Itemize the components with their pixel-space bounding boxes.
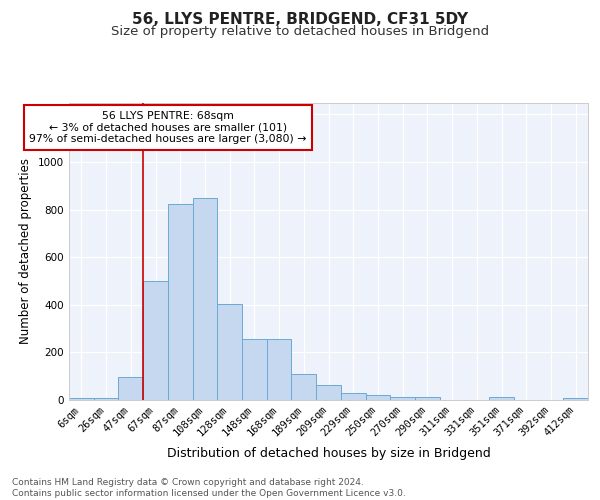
Bar	[168, 204, 193, 400]
Bar	[341, 393, 365, 400]
Bar	[193, 198, 217, 400]
Bar	[118, 378, 143, 400]
Bar	[489, 397, 514, 400]
Text: 56 LLYS PENTRE: 68sqm
← 3% of detached houses are smaller (101)
97% of semi-deta: 56 LLYS PENTRE: 68sqm ← 3% of detached h…	[29, 111, 307, 144]
Text: Size of property relative to detached houses in Bridgend: Size of property relative to detached ho…	[111, 25, 489, 38]
Bar	[365, 395, 390, 400]
Bar	[143, 281, 168, 400]
Y-axis label: Number of detached properties: Number of detached properties	[19, 158, 32, 344]
Bar	[217, 304, 242, 400]
X-axis label: Distribution of detached houses by size in Bridgend: Distribution of detached houses by size …	[167, 447, 490, 460]
Bar	[242, 340, 267, 400]
Bar	[563, 398, 588, 400]
Text: Contains HM Land Registry data © Crown copyright and database right 2024.
Contai: Contains HM Land Registry data © Crown c…	[12, 478, 406, 498]
Bar	[415, 397, 440, 400]
Text: 56, LLYS PENTRE, BRIDGEND, CF31 5DY: 56, LLYS PENTRE, BRIDGEND, CF31 5DY	[132, 12, 468, 28]
Bar	[292, 374, 316, 400]
Bar	[94, 398, 118, 400]
Bar	[69, 398, 94, 400]
Bar	[316, 384, 341, 400]
Bar	[390, 397, 415, 400]
Bar	[267, 340, 292, 400]
